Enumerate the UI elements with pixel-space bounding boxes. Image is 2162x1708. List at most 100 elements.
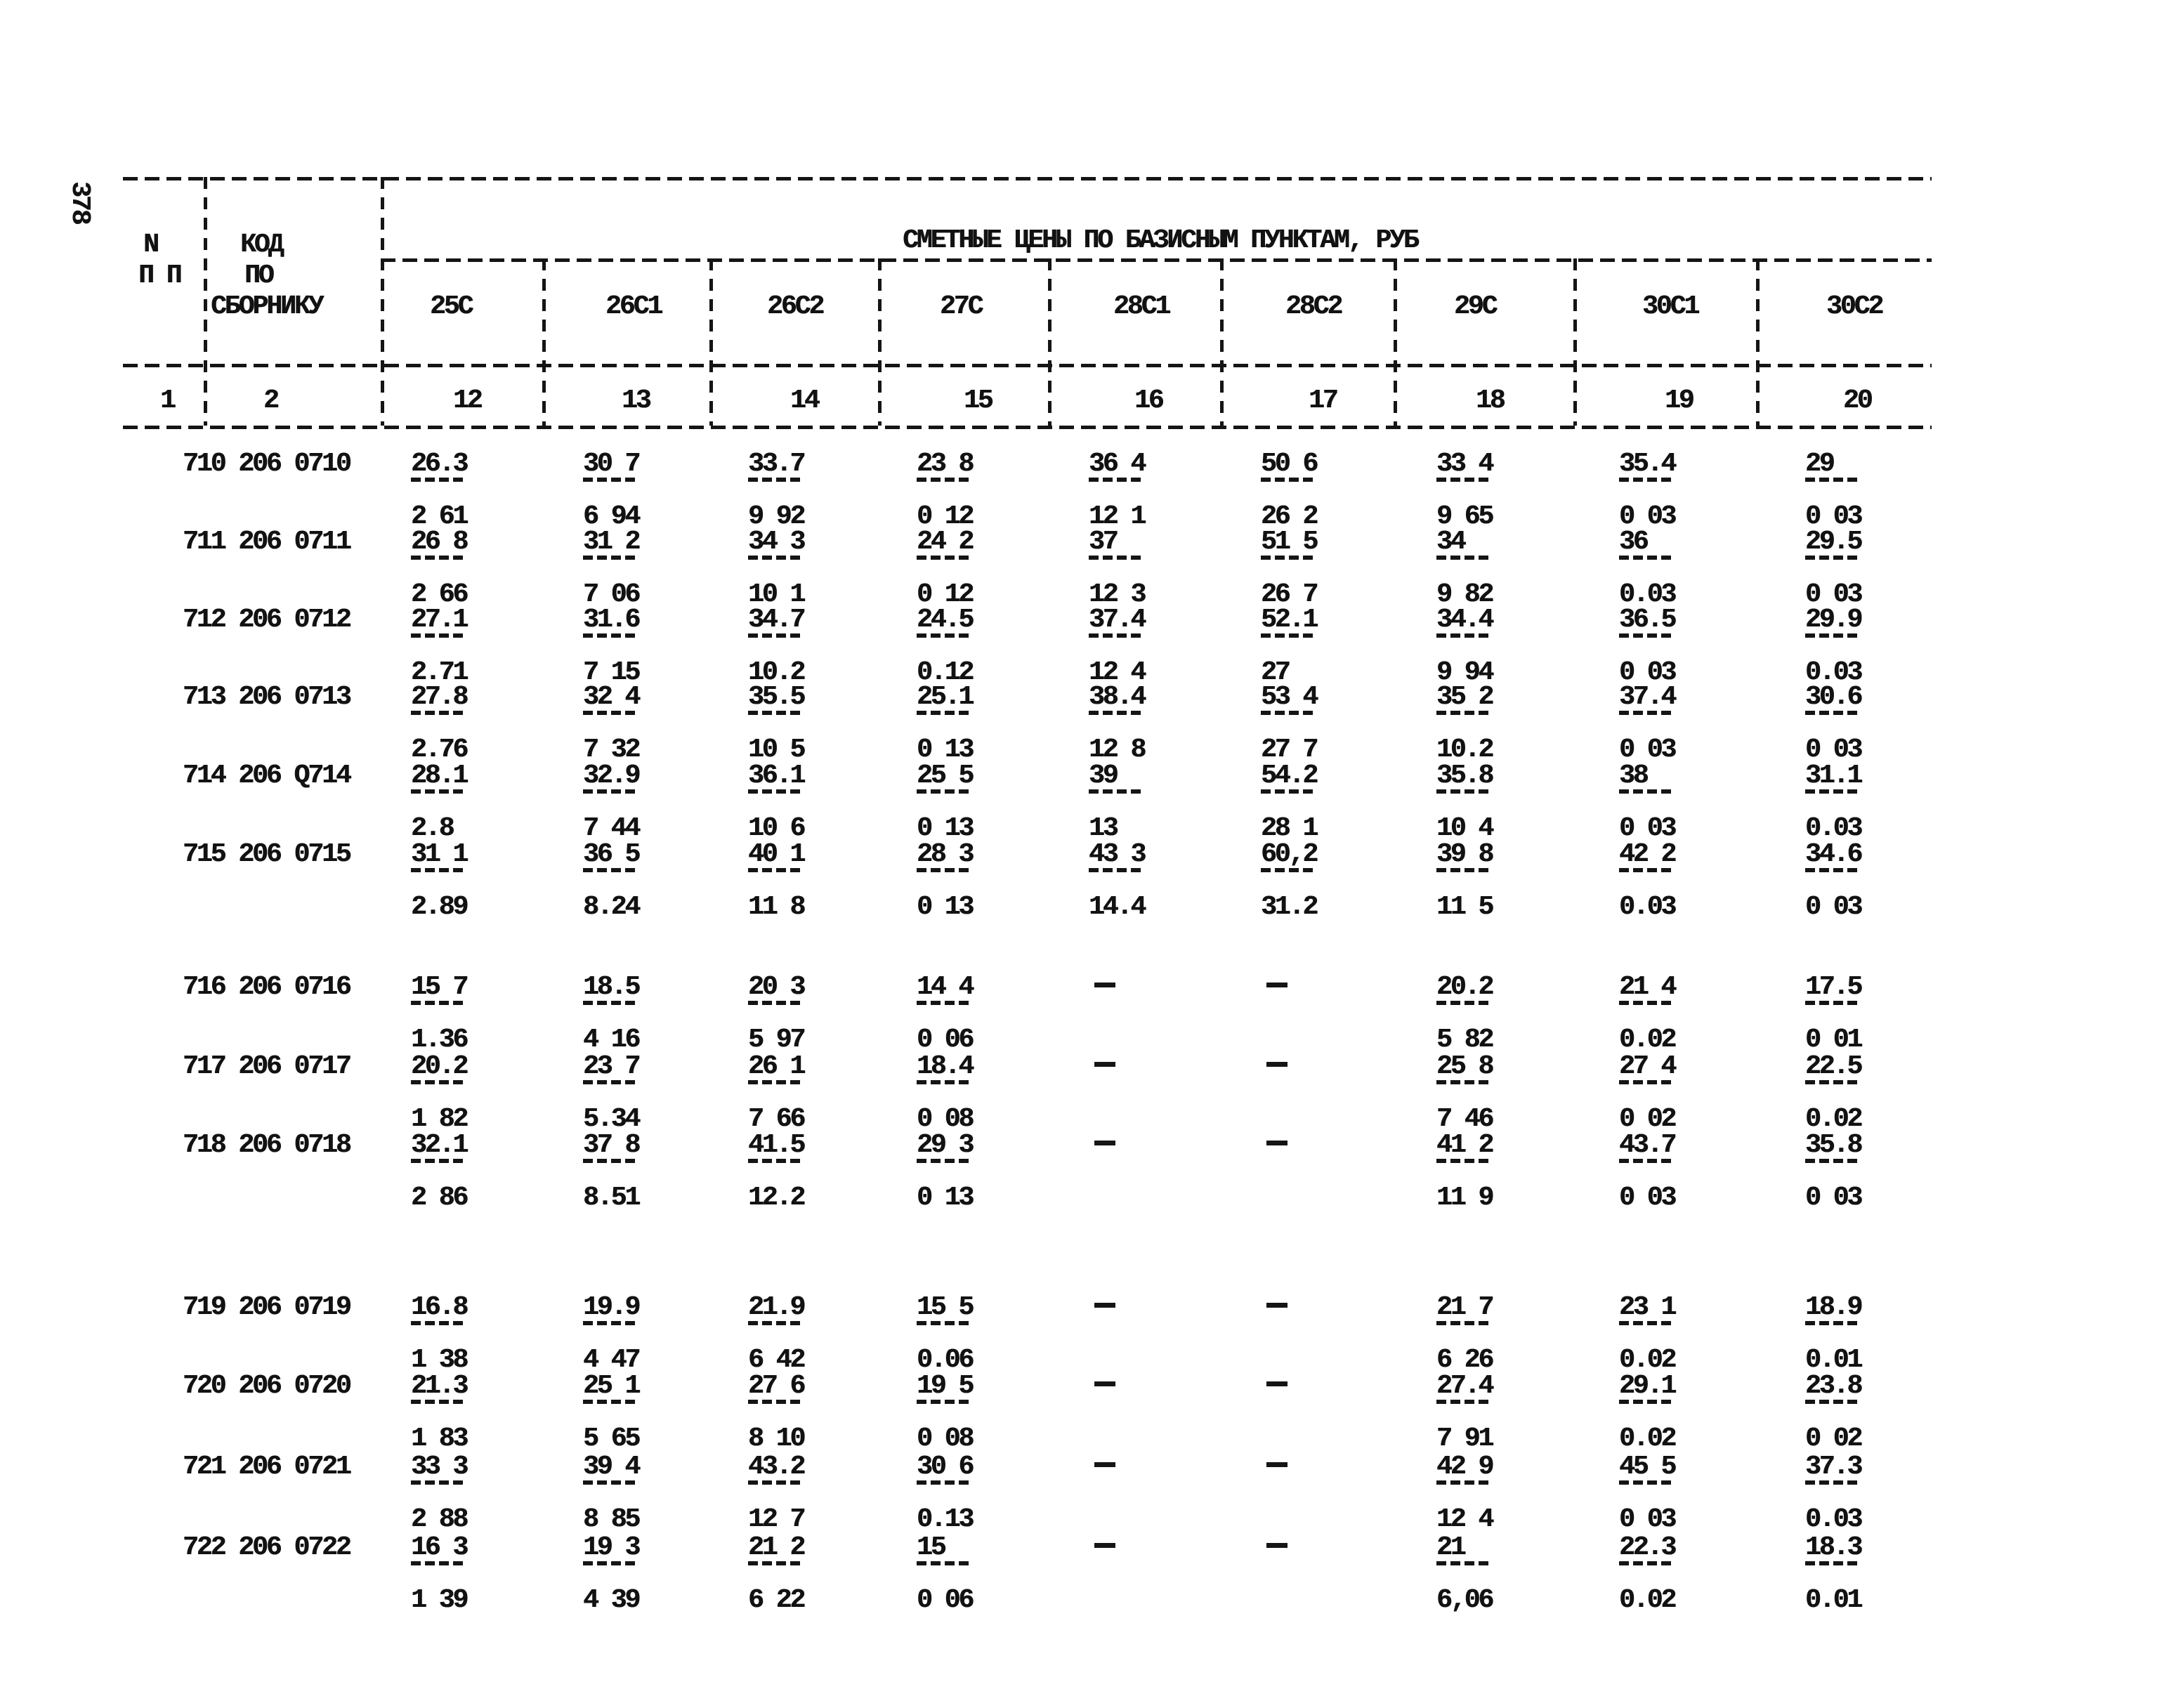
cell-value-bottom: 0 08: [917, 1424, 974, 1454]
cell-value-bottom: 10.2: [748, 657, 806, 688]
cell-separator: [1805, 711, 1860, 715]
cell-separator: [917, 1400, 971, 1404]
cell-separator: [1805, 789, 1860, 794]
cell-separator: [583, 1080, 638, 1084]
cell-value-bottom: 27: [1261, 657, 1291, 688]
header-divider: [123, 364, 1932, 367]
cell-value-bottom: 7 46: [1436, 1104, 1494, 1134]
cell-value-top: 27.1: [411, 605, 469, 635]
cell-value-top: 16.8: [411, 1292, 469, 1322]
cell-separator: [1805, 556, 1860, 560]
cell-value-bottom: 0 03: [1805, 579, 1863, 610]
cell-value-bottom: 8.51: [583, 1183, 641, 1213]
price-column-bar-2: [878, 258, 882, 426]
cell-value-top: 40 1: [748, 839, 806, 869]
cell-separator: [583, 711, 638, 715]
cell-value-top: 36 4: [1089, 449, 1146, 479]
cell-value-top: 38: [1619, 761, 1649, 791]
cell-value-top: 21.9: [748, 1292, 806, 1322]
code-header-line1: КОД: [240, 230, 284, 260]
cell-value-top: 35.8: [1805, 1130, 1863, 1160]
cell-value-bottom: 0 13: [917, 813, 974, 843]
cell-separator: [1805, 478, 1860, 482]
cell-value-top: 29.5: [1805, 527, 1863, 557]
cell-value-bottom: 0 03: [1805, 735, 1863, 765]
cell-separator: [1436, 478, 1491, 482]
cell-separator: [411, 478, 466, 482]
row-id: 717 206 0717: [183, 1051, 352, 1082]
cell-value-top: 53 4: [1261, 682, 1318, 712]
cell-value-top: 25.1: [917, 682, 974, 712]
row-id: 711 206 0711: [183, 527, 352, 557]
cell-separator: [1805, 1480, 1860, 1485]
cell-separator: [748, 633, 803, 638]
cell-value-top: 23 8: [917, 449, 974, 479]
cell-separator: [917, 1080, 971, 1084]
cell-value-top: 36 5: [583, 839, 641, 869]
cell-value-bottom: 4 47: [583, 1345, 641, 1375]
cell-value-top: 31 1: [411, 839, 469, 869]
cell-value-bottom: 0 03: [1619, 501, 1677, 532]
cell-separator: [748, 1561, 803, 1565]
cell-separator: [411, 1159, 466, 1163]
cell-separator: [1619, 1400, 1674, 1404]
price-column-bar-0: [542, 258, 546, 426]
cell-separator: [1261, 711, 1316, 715]
cell-value-bottom: 0.03: [1805, 813, 1863, 843]
cell-separator: [411, 711, 466, 715]
column-number-20: 20: [1843, 386, 1873, 416]
cell-separator: [1619, 633, 1674, 638]
cell-value-top: 42 9: [1436, 1452, 1494, 1482]
code-header-line2: ПО: [244, 261, 275, 291]
cell-value-top: 27 4: [1619, 1051, 1677, 1082]
cell-value-bottom: 14.4: [1089, 892, 1146, 922]
cell-value-bottom: 0 03: [1805, 892, 1863, 922]
cell-separator: [583, 633, 638, 638]
cell-value-bottom: 2 66: [411, 579, 469, 610]
cell-value-bottom: 5 82: [1436, 1025, 1494, 1055]
cell-separator: [583, 1400, 638, 1404]
cell-value-bottom: 7 15: [583, 657, 641, 688]
cell-separator: [748, 1480, 803, 1485]
row-id: 715 206 0715: [183, 839, 352, 869]
cell-value-top: 20 3: [748, 972, 806, 1002]
cell-value-bottom: 0.02: [1619, 1025, 1677, 1055]
cell-value-top: 50 6: [1261, 449, 1318, 479]
cell-value-top: 42 2: [1619, 839, 1677, 869]
title-underline: [381, 258, 1932, 262]
cell-value-bottom: 7 32: [583, 735, 641, 765]
cell-value-bottom: 12 4: [1089, 657, 1146, 688]
cell-value-top: 51 5: [1261, 527, 1318, 557]
cell-separator: [917, 633, 971, 638]
cell-value-bottom: 2.89: [411, 892, 469, 922]
cell-value-top: 35 2: [1436, 682, 1494, 712]
cell-value-bottom: 0 03: [1619, 1183, 1677, 1213]
cell-value-top: 18.3: [1805, 1532, 1863, 1563]
cell-value-top: 16 3: [411, 1532, 469, 1563]
cell-value-top: 21 2: [748, 1532, 806, 1563]
cell-separator: [1261, 789, 1316, 794]
cell-value-top: 36: [1619, 527, 1649, 557]
cell-value-top: 19.9: [583, 1292, 641, 1322]
cell-value-top: 18.4: [917, 1051, 974, 1082]
cell-value-top: 32.9: [583, 761, 641, 791]
cell-value-top: 25 1: [583, 1371, 641, 1401]
cell-value-top: 21: [1436, 1532, 1467, 1563]
cell-separator: [917, 1561, 971, 1565]
price-column-bar-3: [1048, 258, 1051, 426]
cell-value-top: 30 6: [917, 1452, 974, 1482]
price-column-bar-6: [1573, 258, 1577, 426]
cell-separator: [1805, 1400, 1860, 1404]
row-id: 716 206 0716: [183, 972, 352, 1002]
cell-separator: [1261, 556, 1316, 560]
cell-separator: [917, 1001, 971, 1005]
cell-value-bottom: 0 12: [917, 501, 974, 532]
cell-value-top: 15 7: [411, 972, 469, 1002]
cell-value-top: 24.5: [917, 605, 974, 635]
cell-value-bottom: 12.2: [748, 1183, 806, 1213]
column-label-28C2: 28C2: [1285, 291, 1343, 322]
cell-separator: [917, 1321, 971, 1325]
cell-value-bottom: 0 08: [917, 1104, 974, 1134]
cell-value-bottom: 10 1: [748, 579, 806, 610]
